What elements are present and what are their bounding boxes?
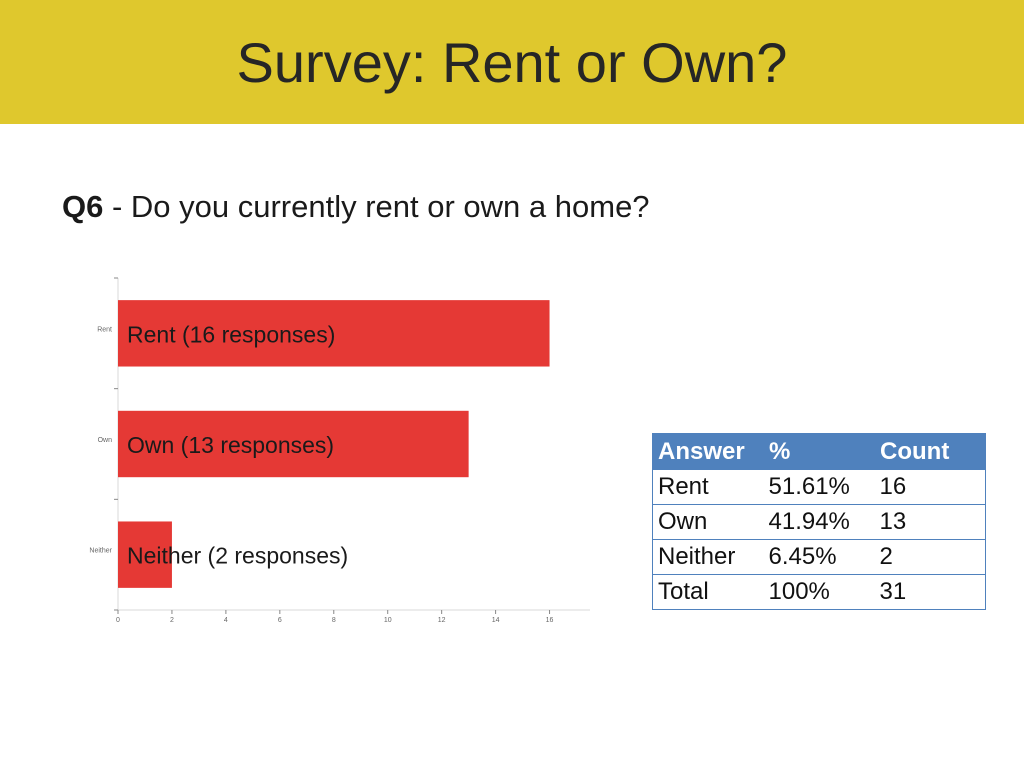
x-tick-label: 14 bbox=[492, 617, 500, 624]
x-tick-label: 16 bbox=[546, 617, 554, 624]
table-cell: 31 bbox=[874, 574, 986, 610]
table-cell: Own bbox=[652, 504, 764, 540]
bar bbox=[118, 521, 172, 588]
table-header-cell: % bbox=[763, 433, 875, 470]
y-tick-label: Neither bbox=[89, 548, 112, 555]
table-cell: 41.94% bbox=[763, 504, 875, 540]
table-row: Total 100% 31 bbox=[652, 574, 986, 610]
table-cell: 2 bbox=[874, 539, 986, 575]
bar bbox=[118, 410, 469, 478]
slide-title: Survey: Rent or Own? bbox=[236, 31, 788, 94]
question-text: - Do you currently rent or own a home? bbox=[103, 189, 650, 224]
table-row: Neither 6.45% 2 bbox=[652, 539, 986, 575]
y-tick-label: Own bbox=[98, 437, 113, 444]
question: Q6 - Do you currently rent or own a home… bbox=[62, 188, 650, 226]
x-tick-label: 0 bbox=[116, 617, 120, 624]
x-tick-label: 12 bbox=[438, 617, 446, 624]
x-tick-label: 6 bbox=[278, 617, 282, 624]
table-cell: 51.61% bbox=[763, 469, 875, 505]
x-tick-label: 4 bbox=[224, 617, 228, 624]
x-tick-label: 2 bbox=[170, 617, 174, 624]
x-tick-label: 8 bbox=[332, 617, 336, 624]
table-header-cell: Count bbox=[874, 433, 986, 470]
bar-chart: Rent Rent (16 responses) Own Own (13 respon… bbox=[89, 277, 590, 624]
results-table: Answer % Count Rent 51.61% 16 Own 41.94%… bbox=[652, 433, 986, 610]
bar-label: Neither (2 responses) bbox=[127, 543, 348, 569]
table-cell: Rent bbox=[652, 469, 764, 505]
table-cell: 13 bbox=[874, 504, 986, 540]
bar bbox=[118, 300, 550, 367]
table-header-cell: Answer bbox=[652, 433, 764, 470]
table-cell: Neither bbox=[652, 539, 764, 575]
table-row: Rent 51.61% 16 bbox=[652, 469, 986, 505]
table-cell: 100% bbox=[763, 574, 875, 610]
question-label: Q6 bbox=[62, 189, 104, 224]
table-cell: Total bbox=[652, 574, 764, 610]
y-tick-label: Rent bbox=[97, 326, 112, 333]
x-tick-label: 10 bbox=[384, 617, 392, 624]
table-cell: 6.45% bbox=[763, 539, 875, 575]
title-band bbox=[0, 0, 1024, 124]
table-cell: 16 bbox=[874, 469, 986, 505]
table-row: Own 41.94% 13 bbox=[652, 504, 986, 540]
bar-label: Rent (16 responses) bbox=[127, 321, 335, 347]
bar-label: Own (13 responses) bbox=[127, 432, 334, 458]
table-header-row: Answer % Count bbox=[652, 433, 986, 470]
